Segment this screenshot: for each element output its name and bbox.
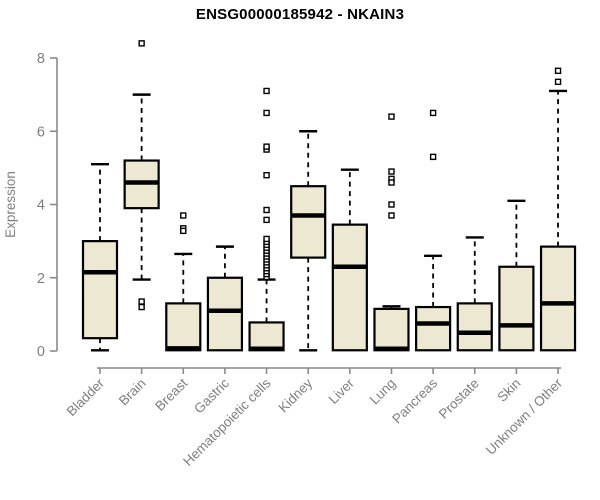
y-tick-label: 0 xyxy=(37,344,45,360)
x-axis-label: Gastric xyxy=(191,375,232,416)
outlier-point xyxy=(554,78,562,86)
outlier-point xyxy=(388,168,395,175)
box xyxy=(456,302,493,352)
outlier-point xyxy=(138,298,145,305)
y-tick-label: 2 xyxy=(37,271,45,287)
y-tick-label: 6 xyxy=(37,124,45,140)
outlier-point xyxy=(388,179,395,186)
outlier-point xyxy=(429,109,437,117)
x-axis-label: Unknown / Other xyxy=(483,375,566,458)
outlier-point xyxy=(263,143,270,150)
outlier-point xyxy=(263,216,270,224)
x-axis-label: Prostate xyxy=(436,376,482,422)
outlier-point xyxy=(388,201,395,208)
outlier-point xyxy=(180,212,187,219)
box xyxy=(539,245,577,352)
box xyxy=(415,305,452,352)
x-axis-label: Pancreas xyxy=(389,375,440,426)
outlier-point xyxy=(138,40,145,47)
box xyxy=(248,321,285,352)
outlier-point xyxy=(263,235,270,243)
x-axis-label: Bladder xyxy=(64,375,108,419)
x-axis-label: Breast xyxy=(152,375,190,413)
outlier-point xyxy=(263,206,270,214)
box xyxy=(498,265,535,352)
outlier-point xyxy=(388,113,395,120)
outlier-point xyxy=(180,227,187,235)
x-axis-label: Kidney xyxy=(276,375,316,415)
outlier-point xyxy=(429,153,437,161)
x-axis-label: Brain xyxy=(116,376,149,409)
x-axis-label: Lung xyxy=(367,376,399,408)
y-axis-title: Expression xyxy=(3,171,18,238)
outlier-point xyxy=(554,67,562,75)
outlier-point xyxy=(388,212,395,219)
y-tick-label: 4 xyxy=(37,198,45,214)
box xyxy=(290,185,327,259)
outlier-point xyxy=(138,303,145,311)
chart-title: ENSG00000185942 - NKAIN3 xyxy=(195,6,405,23)
box xyxy=(81,240,119,340)
box xyxy=(373,307,410,352)
outlier-point xyxy=(263,171,270,179)
box xyxy=(206,276,244,352)
box xyxy=(165,302,202,352)
outlier-point xyxy=(263,87,270,95)
box xyxy=(331,223,368,352)
x-axis-label: Skin xyxy=(494,376,523,405)
y-tick-label: 8 xyxy=(37,51,45,67)
outlier-point xyxy=(263,109,270,117)
x-axis-label: Liver xyxy=(326,375,358,407)
